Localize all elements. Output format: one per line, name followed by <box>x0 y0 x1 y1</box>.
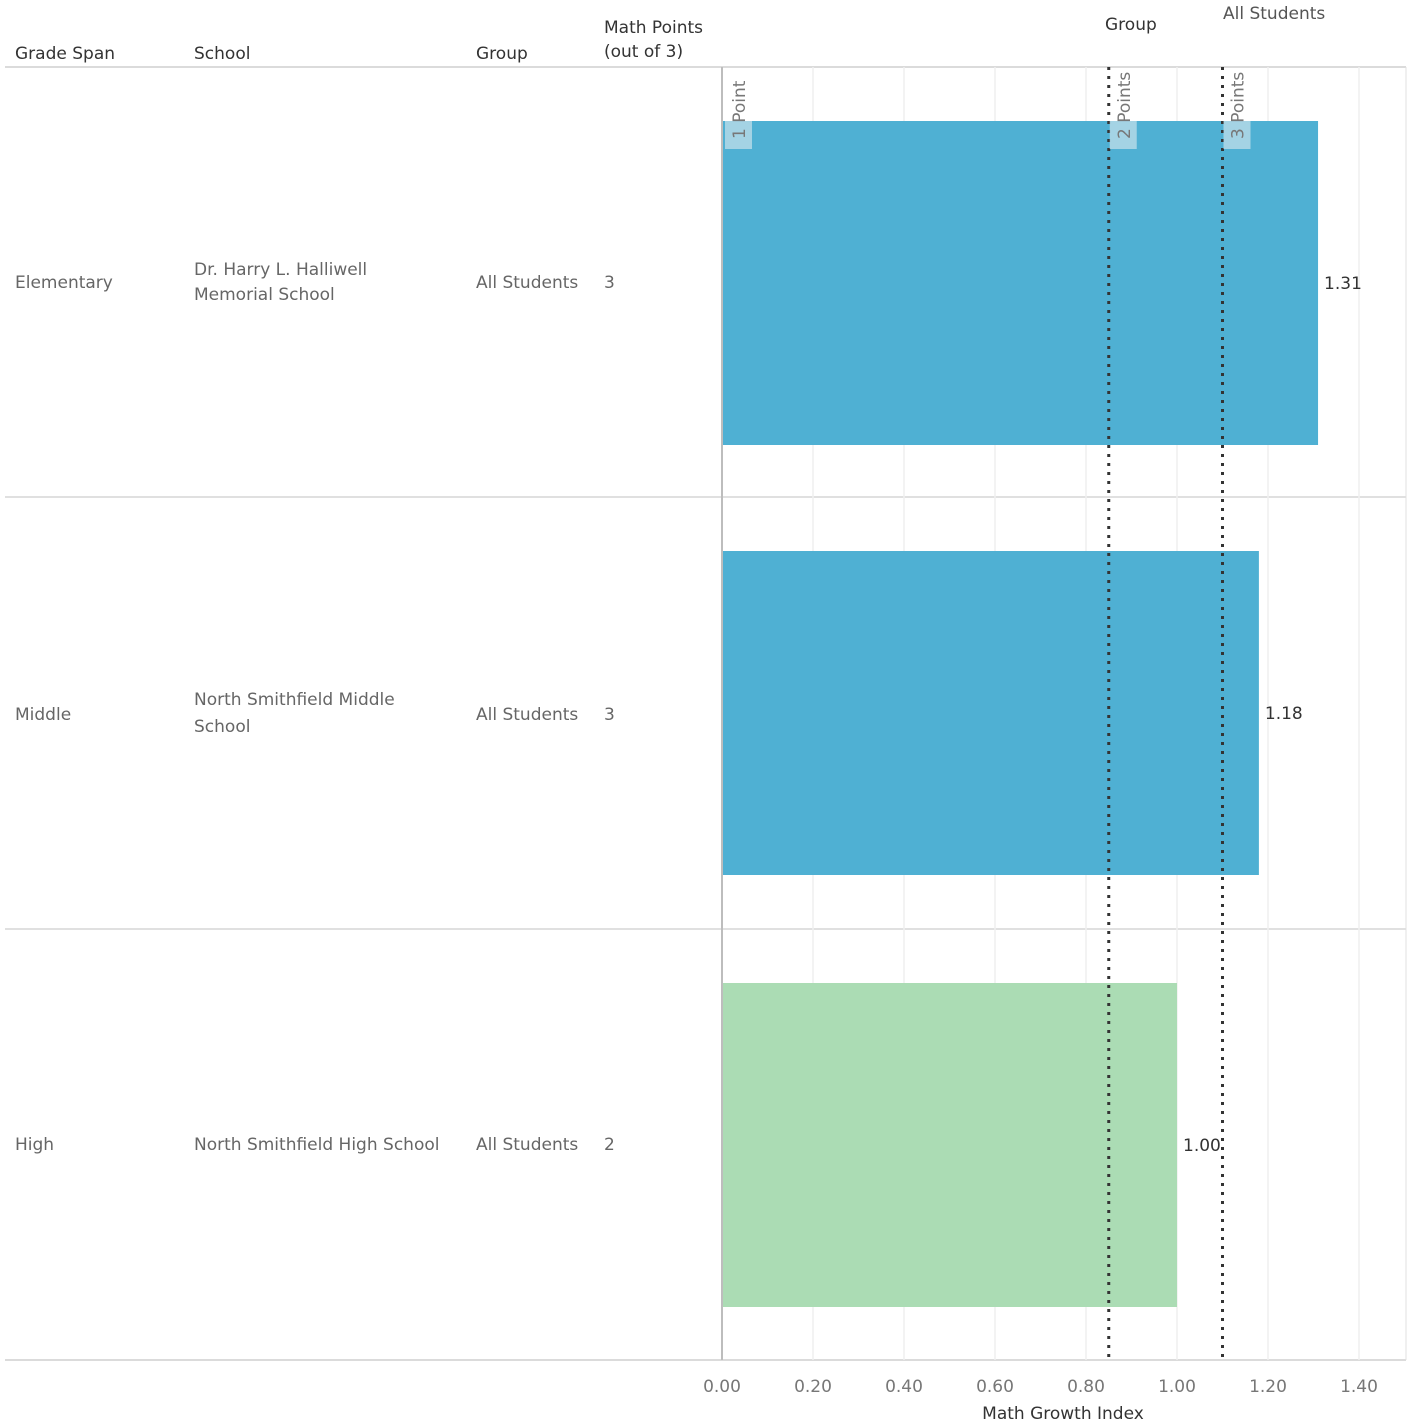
reference-label-bg <box>1223 121 1251 149</box>
bar-value-label: 1.18 <box>1265 704 1303 724</box>
reference-line-label: 2 Points <box>1115 72 1135 139</box>
reference-line-label: 1 Point <box>730 80 750 139</box>
row-2-school-line1: North Smithfield Middle <box>194 690 395 710</box>
row-1-points: 3 <box>604 273 615 293</box>
row-1-grade-span: Elementary <box>15 273 113 293</box>
header-math-points: Math Points <box>604 18 703 38</box>
x-tick-label: 0.80 <box>1067 1377 1105 1397</box>
x-tick-label: 1.20 <box>1249 1377 1287 1397</box>
row-2-grade-span: Middle <box>15 705 72 725</box>
row-3-points: 2 <box>604 1135 615 1155</box>
x-tick-label: 0.40 <box>885 1377 923 1397</box>
row-3-grade-span: High <box>15 1135 55 1155</box>
legend-group-title: Group <box>1105 15 1157 35</box>
x-axis-title: Math Growth Index <box>982 1404 1144 1422</box>
x-tick-label: 0.60 <box>976 1377 1014 1397</box>
reference-line-label: 3 Points <box>1229 72 1249 139</box>
bar <box>722 121 1319 445</box>
header-group: Group <box>476 44 528 64</box>
header-grade-span: Grade Span <box>15 44 116 64</box>
row-1-school-line1: Dr. Harry L. Halliwell <box>194 260 368 280</box>
legend-group-value: All Students <box>1223 4 1326 24</box>
reference-label-bg <box>725 121 752 149</box>
x-tick-label: 1.40 <box>1340 1377 1378 1397</box>
bar <box>722 551 1259 875</box>
reference-label-bg <box>1109 121 1137 149</box>
x-tick-label: 0.20 <box>794 1377 832 1397</box>
x-tick-label: 1.00 <box>1158 1377 1196 1397</box>
x-tick-label: 0.00 <box>703 1377 741 1397</box>
row-2-group: All Students <box>476 705 579 725</box>
row-1-group: All Students <box>476 273 579 293</box>
bar <box>722 983 1177 1307</box>
row-3-school-line1: North Smithfield High School <box>194 1135 440 1155</box>
bar-value-label: 1.31 <box>1324 274 1362 294</box>
row-2-points: 3 <box>604 705 615 725</box>
row-3-group: All Students <box>476 1135 579 1155</box>
row-2-school-line2: School <box>194 717 251 737</box>
row-1-school-line2: Memorial School <box>194 285 335 305</box>
header-school: School <box>194 44 251 64</box>
header-math-points-sub: (out of 3) <box>604 42 684 62</box>
bar-value-label: 1.00 <box>1183 1136 1221 1156</box>
